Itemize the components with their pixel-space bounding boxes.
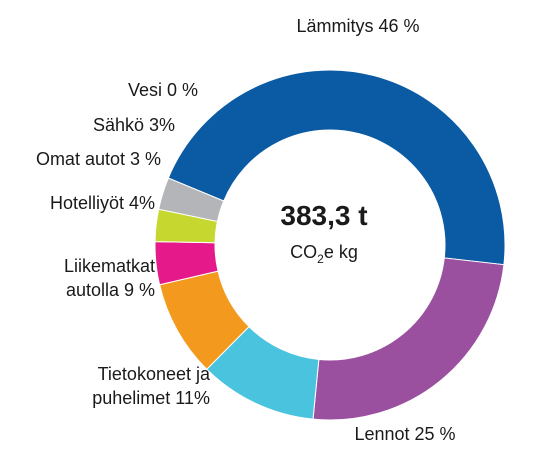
slice-label-4: Hotelliyöt 4% bbox=[50, 193, 155, 213]
slice-labels: Lämmitys 46 % Lennot 25 % Tietokoneet ja pu… bbox=[36, 16, 456, 444]
slice-label-3: Liikematkat autolla 9 % bbox=[64, 256, 155, 300]
unit-prefix: CO bbox=[290, 242, 317, 262]
center-total: 383,3 t bbox=[280, 200, 367, 231]
slice-label-0: Lämmitys 46 % bbox=[296, 16, 419, 36]
slice-label-5: Omat autot 3 % bbox=[36, 149, 161, 169]
unit-subscript: 2 bbox=[317, 252, 324, 266]
slice-0 bbox=[167, 69, 506, 266]
slice-1 bbox=[312, 257, 505, 421]
center-unit: CO2e kg bbox=[290, 242, 358, 266]
slice-label-1: Lennot 25 % bbox=[354, 424, 455, 444]
slice-6 bbox=[158, 177, 225, 223]
donut-slices bbox=[154, 69, 506, 421]
slice-label-7: Vesi 0 % bbox=[128, 80, 198, 100]
slice-label-2: Tietokoneet ja puhelimet 11% bbox=[92, 364, 211, 408]
unit-suffix: e kg bbox=[324, 242, 358, 262]
slice-label-6: Sähkö 3% bbox=[93, 115, 175, 135]
